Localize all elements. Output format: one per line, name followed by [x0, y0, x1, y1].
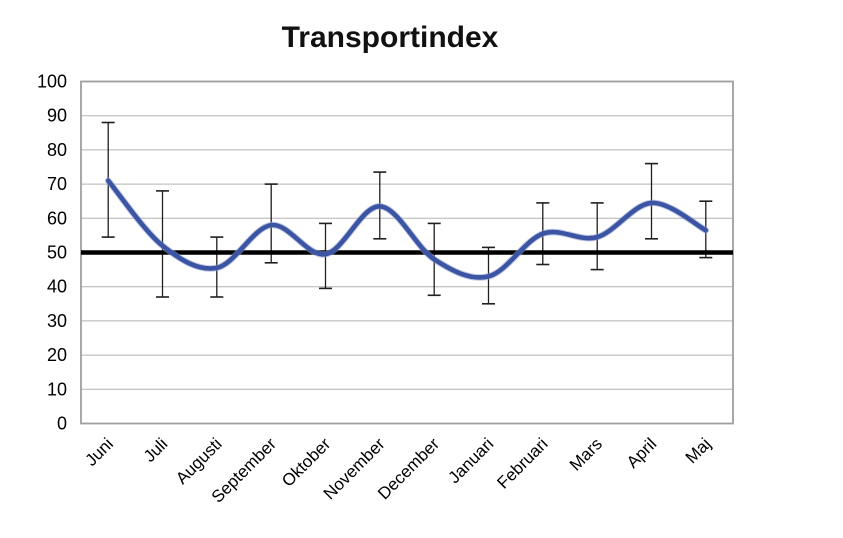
y-tick-label: 50	[47, 243, 67, 263]
x-category-label: Mars	[566, 434, 606, 474]
gridlines	[81, 81, 733, 390]
y-tick-label: 90	[47, 106, 67, 126]
x-axis-labels: Juni Juli AugustiSeptemberOktoberNovemberD…	[82, 434, 715, 506]
y-tick-label: 60	[47, 208, 67, 228]
y-tick-label: 40	[47, 277, 67, 297]
x-category-label: Februari	[493, 434, 551, 492]
series-path	[105, 178, 709, 280]
chart-title: Transportindex	[281, 21, 499, 54]
y-tick-label: 0	[57, 414, 67, 434]
x-category-label: Maj	[682, 434, 715, 467]
x-category-label: April	[623, 434, 660, 471]
y-tick-label: 30	[47, 311, 67, 331]
y-tick-label: 100	[37, 72, 67, 92]
x-category-label: Januari	[444, 434, 497, 487]
series-line	[104, 177, 710, 281]
y-tick-label: 80	[47, 140, 67, 160]
x-category-label: Augusti	[172, 434, 226, 488]
y-tick-label: 10	[47, 379, 67, 399]
y-axis-labels: 0 10 20 30 40 50 60 70 80 90 100	[37, 72, 67, 434]
y-tick-label: 70	[47, 174, 67, 194]
x-category-label: Juni	[82, 434, 117, 469]
y-tick-label: 20	[47, 345, 67, 365]
x-category-label: Juli	[140, 434, 171, 465]
